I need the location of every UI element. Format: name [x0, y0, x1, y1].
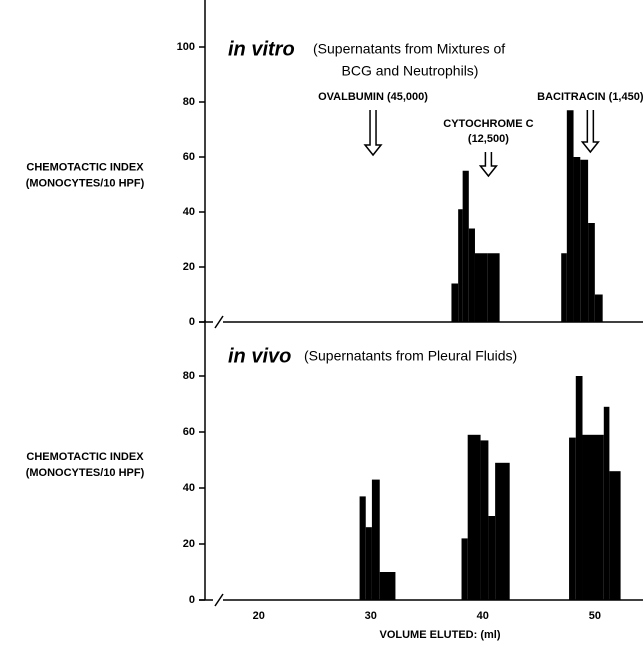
- x-tick-label: 30: [365, 610, 377, 622]
- bar: [474, 253, 488, 322]
- y-tick-label: 80: [183, 96, 195, 108]
- annotation-arrow: [363, 110, 383, 157]
- panel-subtitle: (Supernatants from Pleural Fluids): [304, 348, 517, 364]
- bar: [488, 516, 496, 600]
- y-axis-label: (MONOCYTES/10 HPF): [26, 467, 145, 479]
- annotation-arrow: [580, 110, 600, 154]
- bar: [467, 434, 481, 600]
- y-tick-label: 20: [183, 261, 195, 273]
- bar: [359, 496, 366, 600]
- bar: [487, 253, 500, 322]
- bar: [594, 294, 603, 322]
- y-axis-label: CHEMOTACTIC INDEX: [26, 451, 144, 463]
- y-tick-label: 100: [177, 41, 195, 53]
- bar: [451, 283, 459, 322]
- annotation-text: (12,500): [468, 133, 509, 145]
- panel-subtitle: (Supernatants from Mixtures of: [313, 41, 505, 57]
- bar: [461, 538, 468, 600]
- bar: [582, 434, 604, 600]
- x-tick-label: 40: [477, 610, 489, 622]
- bar: [561, 253, 567, 322]
- bar: [365, 527, 372, 600]
- panel-title: in vivo: [228, 345, 291, 367]
- y-axis-label: CHEMOTACTIC INDEX: [26, 162, 144, 174]
- y-tick-label: 60: [183, 151, 195, 163]
- annotation-arrow: [478, 152, 498, 178]
- annotation-text: OVALBUMIN (45,000): [318, 91, 428, 103]
- bar: [379, 572, 396, 600]
- panel-title: in vitro: [228, 38, 295, 60]
- annotation-text: BACITRACIN (1,450): [537, 91, 643, 103]
- bar: [371, 479, 380, 600]
- y-tick-label: 0: [189, 316, 195, 328]
- bar: [495, 462, 510, 600]
- bar: [575, 376, 583, 600]
- panel-subtitle: BCG and Neutrophils): [342, 63, 479, 79]
- y-tick-label: 80: [183, 370, 195, 382]
- x-tick-label: 20: [253, 610, 265, 622]
- bar: [573, 157, 581, 322]
- bar: [468, 228, 475, 322]
- bar: [580, 159, 589, 322]
- bar: [603, 406, 610, 600]
- y-tick-label: 60: [183, 426, 195, 438]
- x-tick-label: 50: [589, 610, 601, 622]
- bar: [588, 223, 595, 322]
- y-tick-label: 0: [189, 594, 195, 606]
- bar: [609, 471, 621, 600]
- y-tick-label: 40: [183, 206, 195, 218]
- y-tick-label: 20: [183, 538, 195, 550]
- bar: [480, 440, 489, 600]
- bar: [458, 209, 463, 322]
- annotation-text: CYTOCHROME C: [443, 118, 533, 130]
- x-axis-label: VOLUME ELUTED: (ml): [380, 629, 501, 641]
- y-tick-label: 40: [183, 482, 195, 494]
- y-axis-label: (MONOCYTES/10 HPF): [26, 178, 145, 190]
- bar: [462, 170, 469, 322]
- bar: [569, 437, 576, 600]
- bar: [566, 110, 574, 322]
